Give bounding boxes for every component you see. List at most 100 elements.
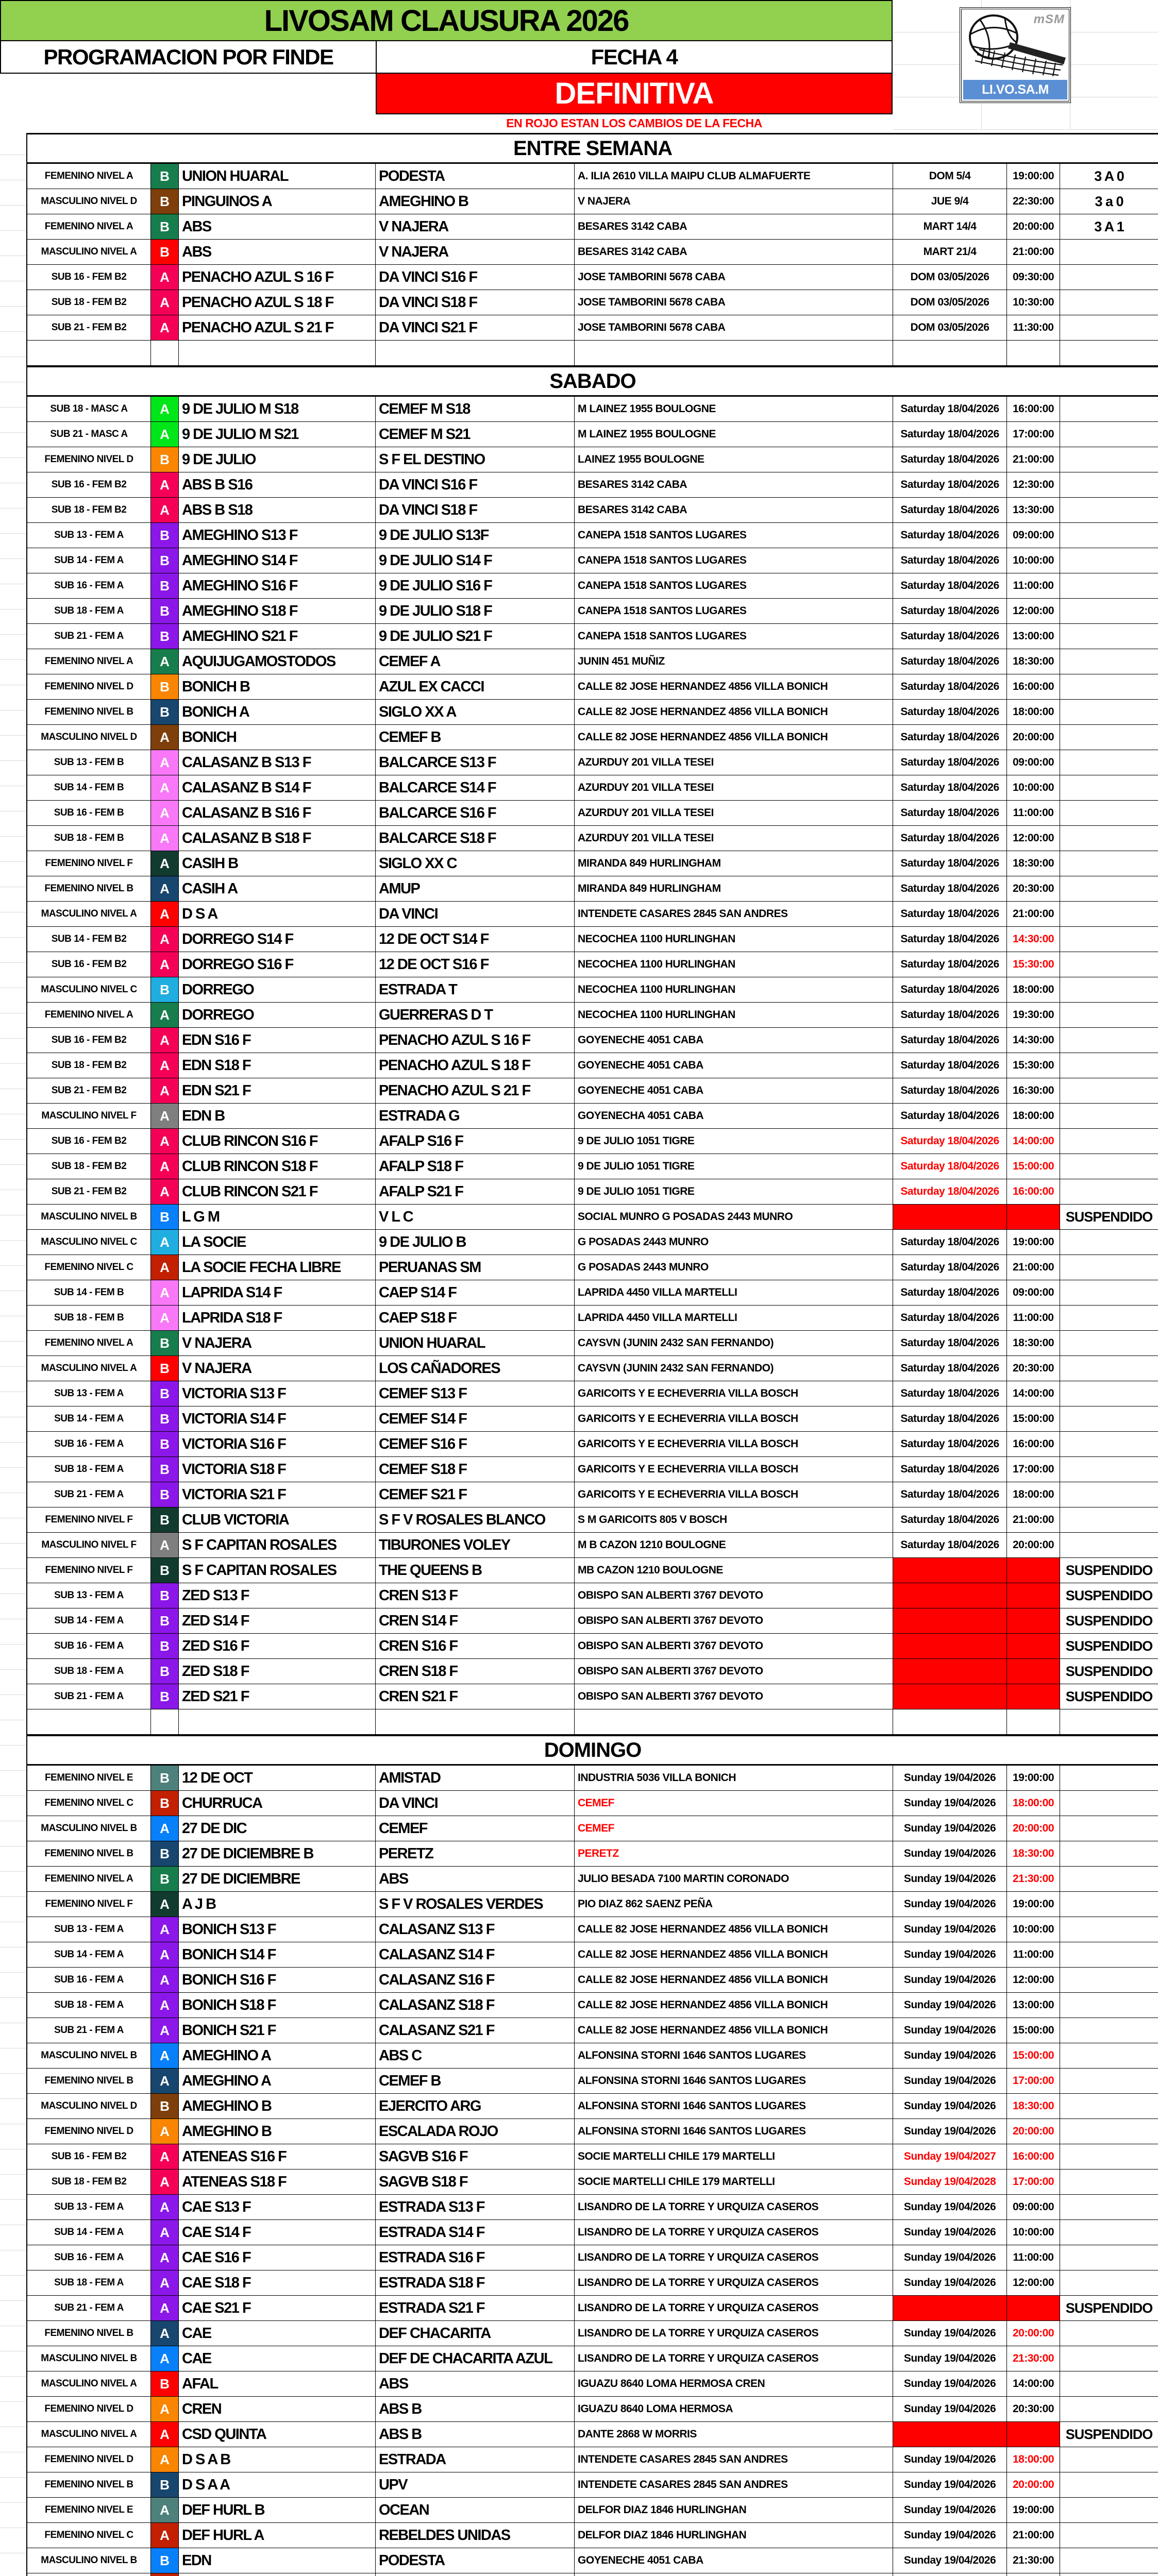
time-cell: 11:00:00 <box>1007 801 1060 826</box>
away-team-cell: DEF CHACARITA <box>376 2321 575 2346</box>
away-team-cell: ESTRADA S13 F <box>376 2195 575 2220</box>
time-cell: 21:00:00 <box>1007 447 1060 472</box>
home-team-cell: BONICH S14 F <box>179 1942 376 1968</box>
match-row: SUB 18 - FEM B2 A ATENEAS S18 F SAGVB S18 F… <box>27 2170 1158 2195</box>
away-team-cell: ESTRADA T <box>376 977 575 1003</box>
date-cell: Sunday 19/04/2026 <box>893 2245 1007 2270</box>
away-team-cell: CEMEF S13 F <box>376 1381 575 1406</box>
away-team-cell: LOS CAÑADORES <box>376 1356 575 1381</box>
category-cell: MASCULINO NIVEL F <box>27 1104 151 1129</box>
date-cell: JUE 9/4 <box>893 189 1007 214</box>
date-cell: Saturday 18/04/2026 <box>893 1230 1007 1255</box>
result-cell <box>1060 775 1158 801</box>
result-cell <box>1060 1028 1158 1053</box>
result-cell: SUSPENDIDO <box>1060 1583 1158 1608</box>
date-cell: Saturday 18/04/2026 <box>893 1129 1007 1154</box>
time-cell <box>1007 2422 1060 2447</box>
away-team-cell: CEMEF S16 F <box>376 1432 575 1457</box>
away-team-cell: PERUANAS SM <box>376 1255 575 1280</box>
division-badge: B <box>151 1766 179 1791</box>
result-cell <box>1060 1053 1158 1078</box>
category-cell: MASCULINO NIVEL B <box>27 2548 151 2573</box>
away-team-cell: BALCARCE S14 F <box>376 775 575 801</box>
home-team-cell: EDN B <box>179 1104 376 1129</box>
date-cell: Saturday 18/04/2026 <box>893 1078 1007 1104</box>
away-team-cell: CREN S18 F <box>376 1659 575 1684</box>
venue-cell: GARICOITS Y E ECHEVERRIA VILLA BOSCH <box>575 1406 893 1432</box>
date-cell-empty <box>893 341 1007 366</box>
away-team-cell-empty <box>376 341 575 366</box>
division-badge: B <box>151 214 179 240</box>
category-cell: SUB 18 - FEM B <box>27 826 151 851</box>
home-team-cell: 9 DE JULIO <box>179 447 376 472</box>
time-cell: 13:00:00 <box>1007 624 1060 649</box>
division-badge: A <box>151 315 179 341</box>
result-cell <box>1060 2094 1158 2119</box>
date-cell: Sunday 19/04/2027 <box>893 2144 1007 2170</box>
time-cell <box>1007 1608 1060 1634</box>
date-cell: Saturday 18/04/2026 <box>893 599 1007 624</box>
category-cell: FEMENINO NIVEL C <box>27 2523 151 2548</box>
date-cell: Sunday 19/04/2026 <box>893 2548 1007 2573</box>
category-cell: SUB 14 - FEM B2 <box>27 927 151 952</box>
home-team-cell: BONICH S16 F <box>179 1968 376 1993</box>
category-cell: SUB 16 - FEM B2 <box>27 1028 151 1053</box>
match-row: FEMENINO NIVEL A B UNION HUARAL PODESTA A. I… <box>27 164 1158 189</box>
home-team-cell: S F CAPITAN ROSALES <box>179 1533 376 1558</box>
division-badge: A <box>151 826 179 851</box>
time-cell: 11:30:00 <box>1007 315 1060 341</box>
category-cell: FEMENINO NIVEL C <box>27 2573 151 2576</box>
away-team-cell: BALCARCE S16 F <box>376 801 575 826</box>
date-cell: Saturday 18/04/2026 <box>893 902 1007 927</box>
category-cell: SUB 14 - FEM A <box>27 548 151 573</box>
away-team-cell: AMISTAD <box>376 1766 575 1791</box>
time-cell: 14:00:00 <box>1007 2371 1060 2397</box>
category-cell: FEMENINO NIVEL D <box>27 447 151 472</box>
venue-cell: INDUSTRIA 5036 VILLA BONICH <box>575 1766 893 1791</box>
division-badge: B <box>151 1406 179 1432</box>
category-cell: FEMENINO NIVEL F <box>27 851 151 876</box>
match-row: FEMENINO NIVEL A B 27 DE DICIEMBRE ABS JULIO… <box>27 1867 1158 1892</box>
time-cell: 15:00:00 <box>1007 2043 1060 2069</box>
result-cell <box>1060 315 1158 341</box>
venue-cell: JUNIN 451 MUÑIZ <box>575 649 893 674</box>
time-cell: 12:30:00 <box>1007 472 1060 498</box>
division-badge: B <box>151 573 179 599</box>
match-row: MASCULINO NIVEL D A BONICH CEMEF B CALLE 82 … <box>27 725 1158 750</box>
away-team-cell: CAEP S14 F <box>376 1280 575 1306</box>
time-cell: 12:00:00 <box>1007 826 1060 851</box>
division-badge: B <box>151 1659 179 1684</box>
division-badge: A <box>151 1306 179 1331</box>
division-badge: A <box>151 2270 179 2296</box>
result-cell <box>1060 649 1158 674</box>
venue-cell: CALLE 82 JOSE HERNANDEZ 4856 VILLA BONIC… <box>575 1917 893 1942</box>
home-team-cell: CALASANZ B S16 F <box>179 801 376 826</box>
category-cell: SUB 21 - FEM A <box>27 1482 151 1507</box>
category-cell: SUB 13 - FEM B <box>27 750 151 775</box>
match-row: SUB 18 - FEM A A BONICH S18 F CALASANZ S18 … <box>27 1993 1158 2018</box>
category-cell: SUB 16 - FEM B2 <box>27 952 151 977</box>
home-team-cell: AMEGHINO B <box>179 2119 376 2144</box>
time-cell: 10:00:00 <box>1007 775 1060 801</box>
away-team-cell: PENACHO AZUL S 16 F <box>376 1028 575 1053</box>
venue-cell: LISANDRO DE LA TORRE Y URQUIZA CASEROS <box>575 2245 893 2270</box>
venue-cell: GARICOITS Y E ECHEVERRIA VILLA BOSCH <box>575 1457 893 1482</box>
category-cell: SUB 13 - FEM A <box>27 523 151 548</box>
result-cell <box>1060 1406 1158 1432</box>
away-team-cell: AMEGHINO B <box>376 189 575 214</box>
venue-cell: LISANDRO DE LA TORRE Y URQUIZA CASEROS <box>575 2195 893 2220</box>
home-team-cell-empty <box>179 1709 376 1735</box>
home-team-cell: S F CAPITAN ROSALES <box>179 1558 376 1583</box>
date-cell: Sunday 19/04/2026 <box>893 2094 1007 2119</box>
time-cell: 09:30:00 <box>1007 265 1060 290</box>
away-team-cell: S F V ROSALES VERDES <box>376 1892 575 1917</box>
venue-cell: S M GARICOITS 805 V BOSCH <box>575 1507 893 1533</box>
match-row: MASCULINO NIVEL B A 27 DE DIC CEMEF CEMEF Sun… <box>27 1816 1158 1841</box>
venue-cell: MIRANDA 849 HURLINGHAM <box>575 851 893 876</box>
time-cell: 19:30:00 <box>1007 1003 1060 1028</box>
match-row: SUB 18 - FEM A B ZED S18 F CREN S18 F OBISPO… <box>27 1659 1158 1684</box>
home-team-cell-empty <box>179 341 376 366</box>
empty-row <box>27 1709 1158 1735</box>
